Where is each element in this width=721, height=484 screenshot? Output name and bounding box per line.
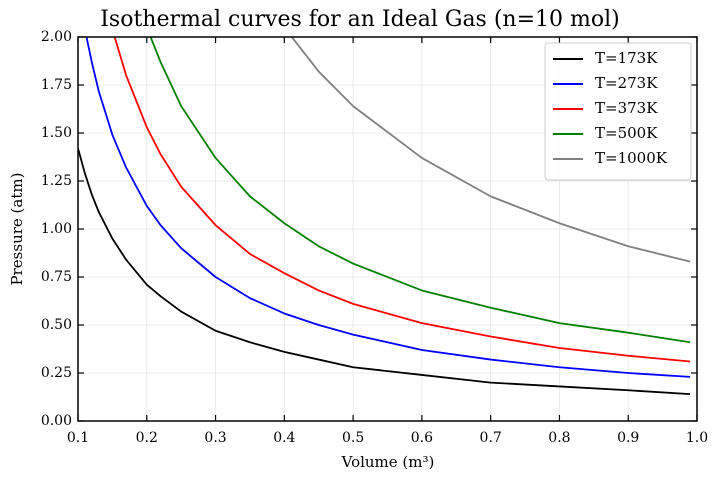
x-tick-label: 0.1 [67, 430, 89, 446]
y-tick-label: 1.50 [41, 125, 72, 141]
x-tick-label: 0.4 [273, 430, 295, 446]
x-tick-label: 0.5 [342, 430, 364, 446]
y-tick-label: 0.75 [41, 269, 72, 285]
legend-label: T=373K [595, 99, 658, 117]
y-tick-label: 0.50 [41, 317, 72, 333]
x-axis-label: Volume (m³) [341, 453, 435, 471]
y-tick-label: 1.25 [41, 173, 72, 189]
y-tick-label: 0.25 [41, 365, 72, 381]
plot-area [78, 37, 691, 396]
legend: T=173K T=273K T=373K T=500K T=1000K [544, 42, 692, 181]
y-tick-label: 2.00 [41, 29, 72, 45]
legend-label: T=500K [595, 124, 658, 142]
x-tick-label: 0.2 [136, 430, 158, 446]
legend-box [544, 42, 692, 181]
x-tick-label: 0.6 [411, 430, 433, 446]
line-series [113, 37, 691, 363]
legend-label: T=273K [595, 74, 658, 92]
line-series [290, 37, 691, 263]
line-series [78, 148, 691, 396]
line-series [85, 37, 691, 378]
chart-title: Isothermal curves for an Ideal Gas (n=10… [100, 7, 620, 32]
y-tick-label: 0.00 [41, 413, 72, 429]
x-tick-label: 0.9 [617, 430, 639, 446]
y-tick-label: 1.00 [41, 221, 72, 237]
x-tick-label: 1.0 [686, 430, 708, 446]
plot-frame [77, 36, 698, 422]
x-tick-label: 0.8 [548, 430, 570, 446]
x-tick-label: 0.7 [480, 430, 502, 446]
legend-label: T=173K [595, 49, 658, 67]
y-axis-label: Pressure (atm) [8, 173, 26, 286]
line-series [149, 37, 691, 344]
legend-label: T=1000K [595, 149, 668, 167]
x-tick-label: 0.3 [204, 430, 226, 446]
y-tick-label: 1.75 [41, 77, 72, 93]
